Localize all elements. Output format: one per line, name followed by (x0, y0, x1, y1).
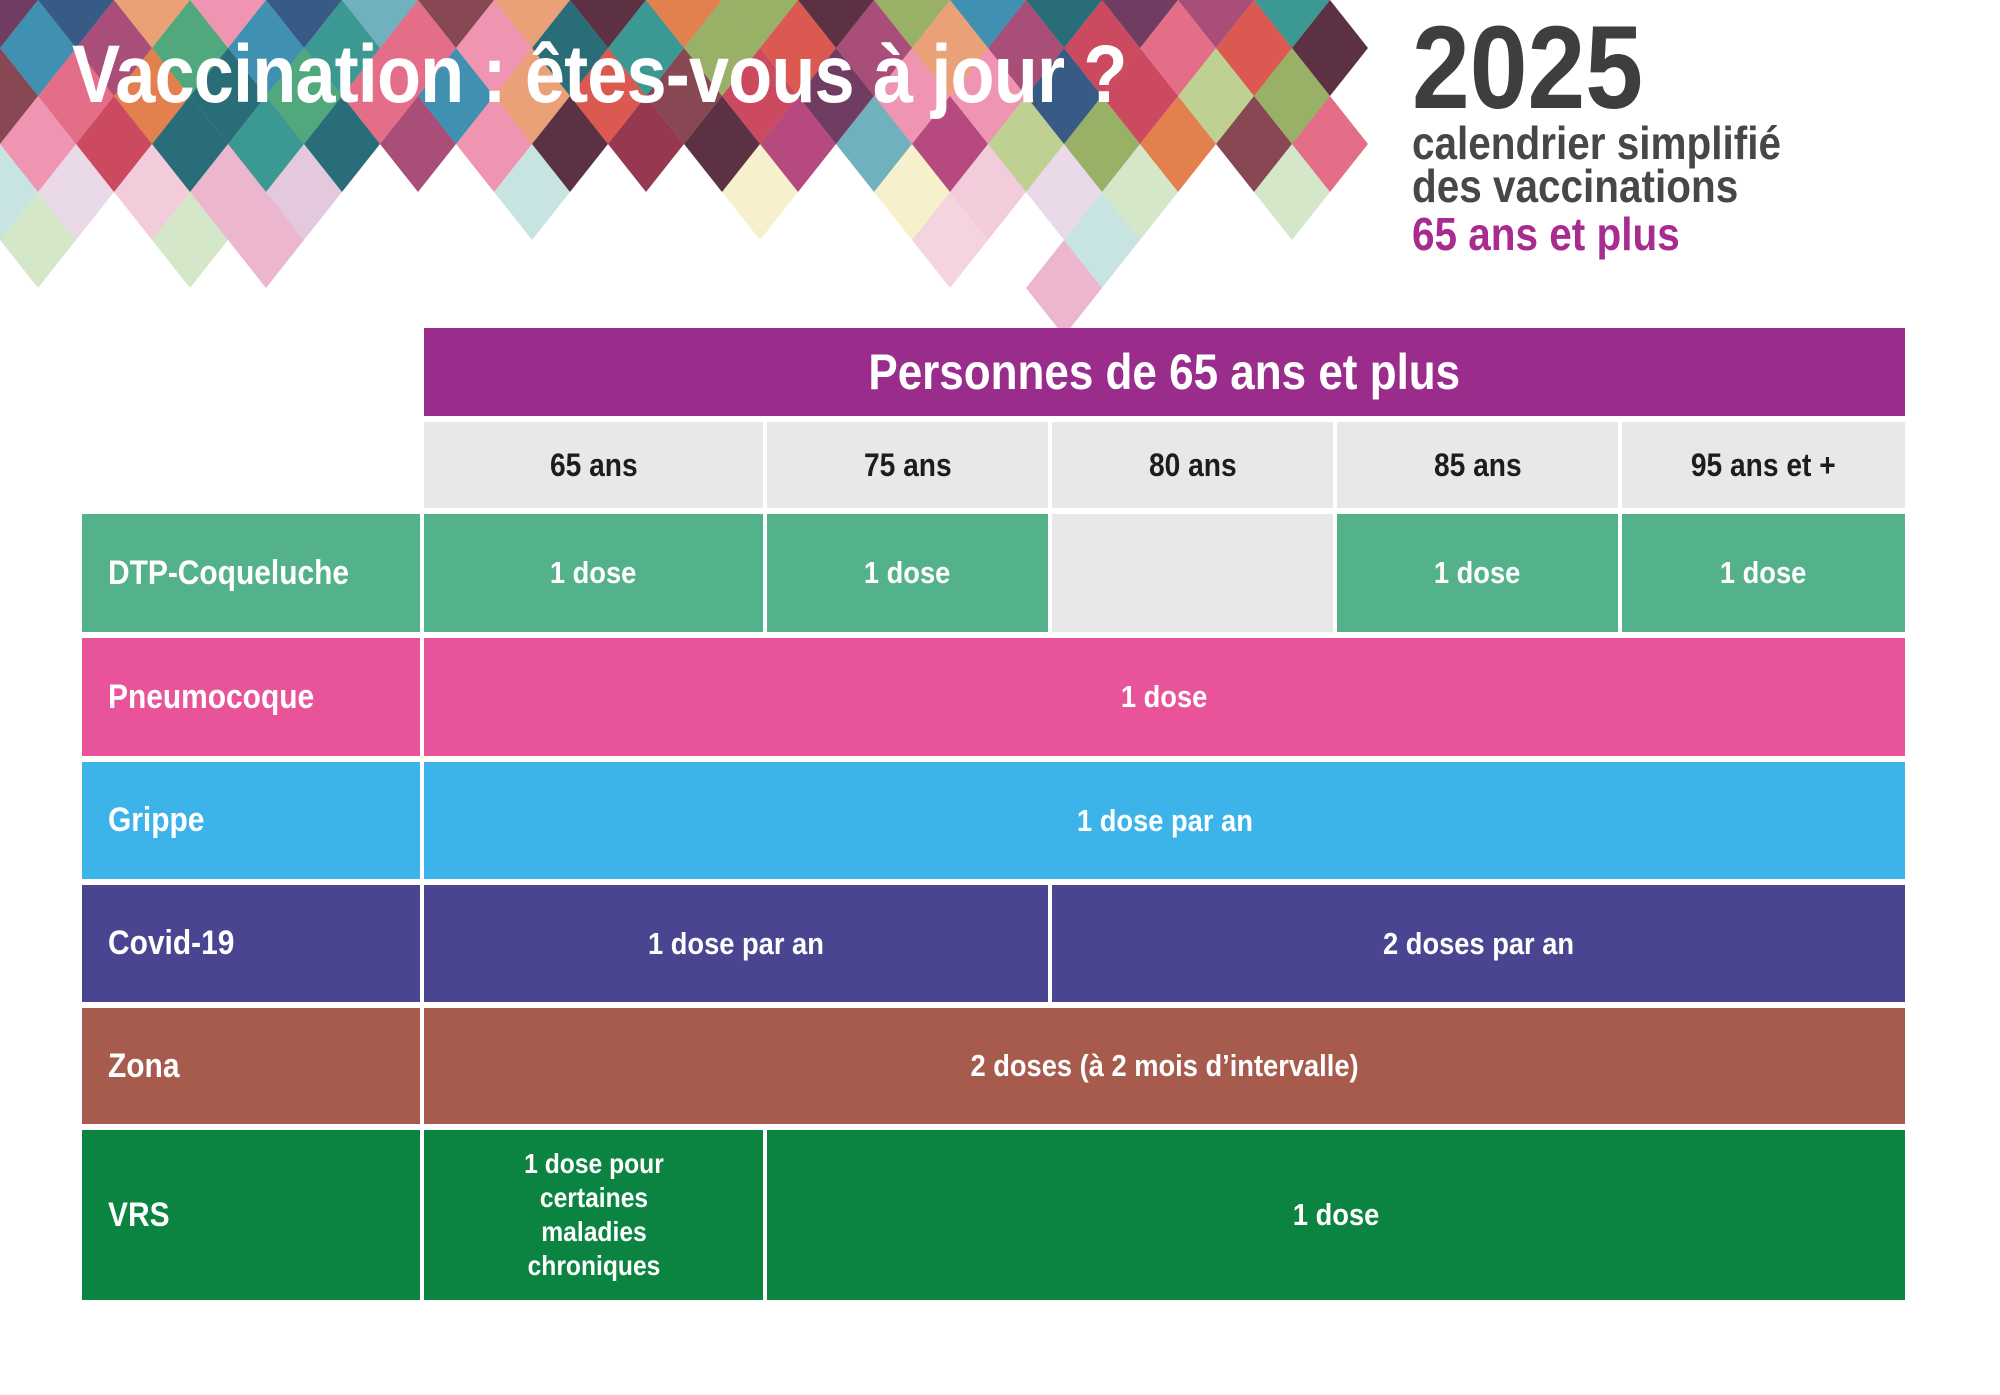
dose-cell-text: 1 dose par an (648, 925, 824, 961)
age-column-header-text: 80 ans (1148, 446, 1237, 483)
dose-cell-text: 2 doses (à 2 mois d’intervalle) (970, 1048, 1359, 1083)
age-column-header: 95 ans et + (1622, 422, 1905, 508)
dose-cell-text: 1 dose par an (1076, 802, 1253, 838)
dose-cell-text: 1 dose (1292, 1197, 1380, 1232)
dose-cell: 1 dose (424, 638, 1905, 756)
vaccine-row-label: VRS (82, 1130, 420, 1300)
mosaic-diamond (38, 0, 114, 48)
dose-cell-text: 1 dose pour certaines maladies chronique… (523, 1148, 664, 1281)
vaccine-row-label: Grippe (82, 762, 420, 879)
dose-cell: 1 dose (767, 514, 1048, 632)
vaccine-row-label-text: Pneumocoque (108, 677, 315, 716)
dose-cell: 1 dose (1622, 514, 1905, 632)
dose-cell-text: 1 dose (550, 555, 637, 590)
mosaic-diamond (1292, 0, 1368, 96)
mosaic-diamond (722, 0, 798, 48)
mosaic-diamond (1026, 0, 1102, 48)
mosaic-decoration (0, 0, 1368, 336)
mosaic-diamond (570, 0, 646, 48)
vaccine-row-label: Pneumocoque (82, 638, 420, 756)
dose-cell-text: 1 dose (1720, 555, 1807, 590)
vaccine-row-label-text: VRS (108, 1195, 170, 1234)
age-column-header-text: 95 ans et + (1691, 446, 1836, 483)
empty-cell (1052, 514, 1333, 632)
dose-cell: 1 dose (424, 514, 763, 632)
subtitle-line1: calendrier simplifié (1412, 117, 1781, 169)
table-group-header-text: Personnes de 65 ans et plus (868, 344, 1461, 400)
dose-cell: 1 dose (767, 1130, 1905, 1300)
vaccine-row-label-text: Grippe (108, 801, 205, 839)
mosaic-diamond (1102, 0, 1178, 48)
age-column-header: 80 ans (1052, 422, 1333, 508)
dose-cell: 2 doses par an (1052, 885, 1905, 1002)
mosaic-diamond (874, 0, 950, 48)
vaccine-row-label-text: Zona (108, 1046, 180, 1085)
age-column-header-text: 75 ans (863, 446, 952, 483)
age-column-header: 85 ans (1337, 422, 1618, 508)
age-column-header-text: 85 ans (1433, 446, 1522, 483)
mosaic-diamond (1178, 0, 1254, 48)
vaccine-row-label: Covid-19 (82, 885, 420, 1002)
mosaic-diamond (0, 48, 38, 144)
vaccine-row-label: DTP-Coqueluche (82, 514, 420, 632)
vaccination-table: Personnes de 65 ans et plus 65 ans 75 ans… (82, 328, 1905, 1300)
mosaic-diamond (1254, 0, 1330, 48)
mosaic-diamond (190, 0, 266, 48)
audience-label: 65 ans et plus (1412, 208, 1680, 260)
poster-title: Vaccination : êtes-vous à jour ? (72, 28, 1270, 122)
mosaic-diamond (494, 0, 570, 48)
age-column-header: 75 ans (767, 422, 1048, 508)
dose-cell-text: 1 dose (864, 555, 951, 590)
dose-cell-text: 2 doses par an (1382, 925, 1575, 961)
vaccine-row-label-text: DTP-Coqueluche (108, 553, 350, 592)
dose-cell: 1 dose (1337, 514, 1618, 632)
mosaic-diamond (798, 0, 874, 48)
mosaic-diamond (266, 0, 342, 48)
dose-cell: 1 dose par an (424, 885, 1048, 1002)
vaccine-row-label: Zona (82, 1008, 420, 1124)
mosaic-diamond (646, 0, 722, 48)
vaccine-row-label-text: Covid-19 (108, 924, 235, 962)
header-year-block: 2025 calendrier simplifié des vaccinatio… (1412, 2, 1831, 260)
year-label: 2025 (1412, 2, 1644, 134)
mosaic-diamond (418, 0, 494, 48)
dose-cell-text: 1 dose (1121, 679, 1208, 714)
dose-cell: 1 dose par an (424, 762, 1905, 879)
dose-cell-text: 1 dose (1434, 555, 1521, 590)
mosaic-diamond (1292, 96, 1368, 192)
dose-cell: 1 dose pour certaines maladies chronique… (424, 1130, 763, 1300)
dose-cell: 2 doses (à 2 mois d’intervalle) (424, 1008, 1905, 1124)
subtitle-line2: des vaccinations (1412, 160, 1739, 212)
age-column-header: 65 ans (424, 422, 763, 508)
mosaic-diamond (342, 0, 418, 48)
age-column-header-text: 65 ans (549, 446, 638, 483)
poster-title-text: Vaccination : êtes-vous à jour ? (72, 29, 1127, 120)
table-group-header: Personnes de 65 ans et plus (424, 328, 1905, 416)
mosaic-diamond (114, 0, 190, 48)
mosaic-diamond (0, 144, 38, 240)
mosaic-diamond (950, 0, 1026, 48)
